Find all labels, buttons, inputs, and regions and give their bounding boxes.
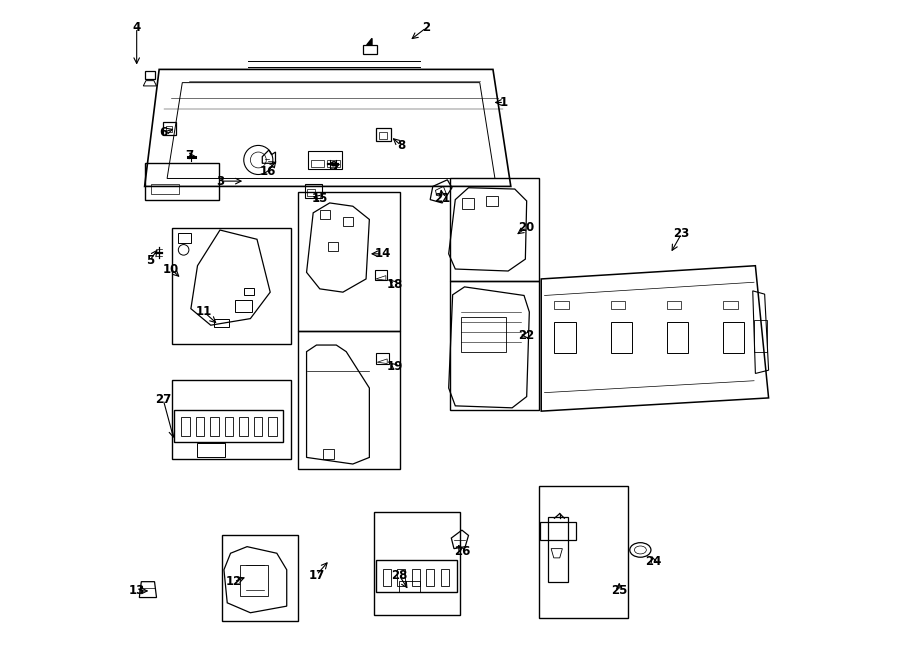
Bar bbox=[225, 417, 233, 436]
Text: 11: 11 bbox=[196, 305, 212, 319]
Text: 22: 22 bbox=[518, 329, 535, 342]
Text: 20: 20 bbox=[518, 221, 535, 234]
Bar bbox=[441, 569, 449, 586]
Bar bbox=[376, 353, 389, 364]
Text: 21: 21 bbox=[434, 192, 450, 205]
Text: 28: 28 bbox=[391, 568, 408, 582]
Bar bbox=[374, 270, 387, 280]
Bar bbox=[304, 184, 322, 198]
Bar bbox=[723, 301, 737, 309]
Bar bbox=[411, 569, 419, 586]
Bar bbox=[195, 417, 204, 436]
Text: 17: 17 bbox=[309, 568, 325, 582]
Bar bbox=[173, 228, 292, 344]
Bar bbox=[175, 410, 284, 442]
Bar bbox=[461, 317, 506, 352]
Bar bbox=[308, 151, 342, 169]
Text: 15: 15 bbox=[311, 192, 328, 205]
Bar bbox=[328, 242, 338, 251]
Bar bbox=[397, 569, 405, 586]
Bar bbox=[540, 522, 576, 540]
Bar bbox=[554, 322, 576, 353]
Bar bbox=[181, 417, 190, 436]
Bar bbox=[240, 565, 268, 596]
Text: 3: 3 bbox=[216, 175, 224, 188]
Text: 5: 5 bbox=[146, 254, 154, 267]
Bar bbox=[450, 281, 539, 410]
Bar bbox=[235, 300, 252, 312]
Bar bbox=[723, 322, 744, 353]
Bar bbox=[311, 160, 324, 167]
Bar bbox=[210, 417, 219, 436]
Text: 26: 26 bbox=[454, 545, 470, 558]
Bar bbox=[754, 320, 768, 352]
Bar bbox=[374, 512, 460, 615]
Bar bbox=[268, 417, 277, 436]
Bar bbox=[173, 380, 292, 459]
Text: 4: 4 bbox=[132, 21, 140, 34]
Text: 19: 19 bbox=[386, 360, 402, 373]
Bar bbox=[320, 210, 330, 219]
Text: 10: 10 bbox=[163, 262, 179, 276]
Bar bbox=[323, 449, 334, 459]
Bar bbox=[177, 233, 191, 243]
Bar bbox=[399, 581, 420, 592]
Bar bbox=[610, 301, 626, 309]
Bar bbox=[667, 322, 688, 353]
Text: 8: 8 bbox=[397, 139, 405, 152]
Bar bbox=[462, 198, 474, 209]
Bar bbox=[539, 486, 628, 618]
Text: 9: 9 bbox=[328, 160, 338, 173]
Bar bbox=[548, 517, 568, 582]
Bar bbox=[610, 322, 632, 353]
Bar bbox=[343, 217, 354, 226]
Bar bbox=[254, 417, 262, 436]
Bar bbox=[667, 301, 681, 309]
Bar bbox=[376, 560, 457, 592]
Text: 7: 7 bbox=[185, 149, 193, 163]
Bar bbox=[450, 178, 539, 281]
Text: 24: 24 bbox=[645, 555, 662, 568]
Bar bbox=[166, 126, 173, 132]
Text: 25: 25 bbox=[611, 584, 627, 598]
Bar bbox=[327, 160, 340, 167]
Text: 12: 12 bbox=[226, 575, 242, 588]
Bar bbox=[363, 45, 377, 54]
Bar bbox=[197, 443, 225, 457]
Bar bbox=[307, 189, 315, 196]
Text: 14: 14 bbox=[374, 247, 391, 260]
Bar bbox=[214, 319, 229, 327]
Bar bbox=[382, 569, 391, 586]
Text: 18: 18 bbox=[386, 278, 402, 291]
Text: 23: 23 bbox=[673, 227, 689, 241]
Text: 1: 1 bbox=[500, 96, 508, 109]
Text: 13: 13 bbox=[129, 584, 145, 598]
Bar bbox=[239, 417, 248, 436]
Bar bbox=[151, 184, 179, 194]
Bar bbox=[244, 288, 255, 295]
Bar bbox=[376, 128, 391, 141]
Bar bbox=[298, 192, 400, 330]
Text: 6: 6 bbox=[159, 126, 167, 139]
Text: 27: 27 bbox=[155, 393, 171, 406]
Bar bbox=[486, 196, 499, 206]
Polygon shape bbox=[366, 38, 372, 45]
Bar bbox=[427, 569, 434, 586]
Text: 16: 16 bbox=[259, 165, 275, 178]
Bar bbox=[554, 301, 569, 309]
Bar bbox=[379, 132, 386, 139]
Bar bbox=[163, 122, 176, 135]
Text: 2: 2 bbox=[422, 21, 430, 34]
Bar bbox=[222, 535, 298, 621]
Bar bbox=[298, 330, 400, 469]
Bar bbox=[145, 163, 219, 200]
